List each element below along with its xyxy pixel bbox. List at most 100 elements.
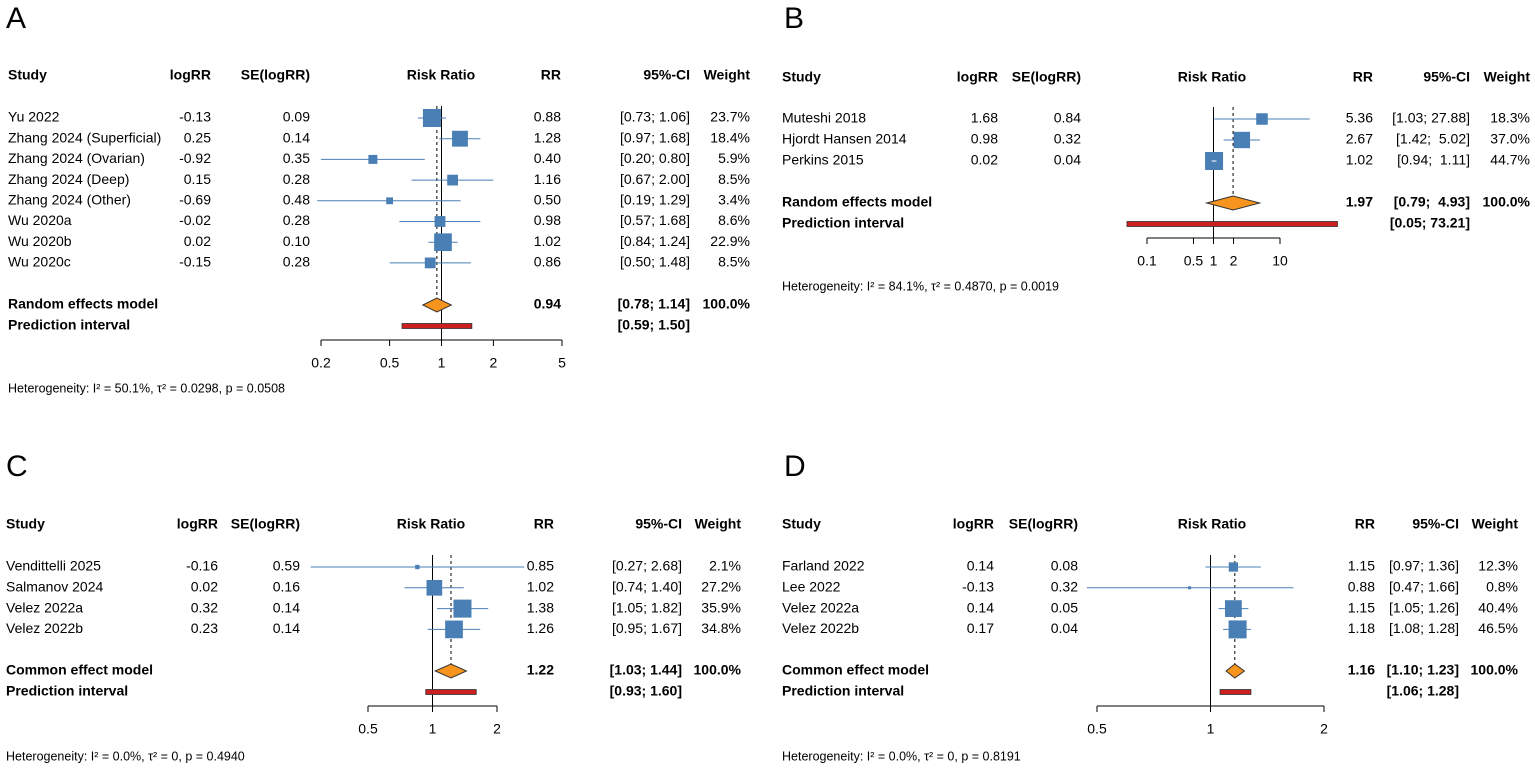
- heterogeneity: Heterogeneity: I² = 0.0%, τ² = 0, p = 0.…: [6, 749, 245, 763]
- column-header: RR: [541, 67, 561, 83]
- study-square: [422, 109, 441, 127]
- summary-ci: [0.78; 1.14]: [618, 296, 690, 312]
- column-header: Risk Ratio: [1178, 69, 1246, 85]
- panel-label: B: [784, 2, 804, 35]
- logrr: 0.15: [184, 171, 211, 187]
- rr: 0.85: [527, 558, 554, 574]
- heterogeneity: Heterogeneity: I² = 0.0%, τ² = 0, p = 0.…: [782, 749, 1021, 763]
- summary-weight: 100.0%: [703, 296, 751, 312]
- summary-name: Random effects model: [8, 296, 158, 312]
- x-tick-label: 1: [438, 355, 446, 371]
- prediction-bar: [1219, 689, 1252, 695]
- se: 0.04: [1054, 152, 1081, 168]
- column-header: Study: [6, 516, 45, 532]
- se: 0.32: [1054, 131, 1081, 147]
- column-header: 95%-CI: [635, 516, 682, 532]
- summary-rr: 1.16: [1348, 662, 1375, 678]
- rr: 0.88: [534, 109, 561, 125]
- rr: 0.88: [1348, 579, 1375, 595]
- study-name: Farland 2022: [782, 558, 865, 574]
- x-tick-label: 0.2: [311, 355, 331, 371]
- summary-rr: 1.97: [1346, 194, 1373, 210]
- study-square: [1188, 586, 1192, 590]
- study-name: Zhang 2024 (Superficial): [8, 129, 161, 145]
- column-header: Risk Ratio: [397, 516, 465, 532]
- se: 0.14: [273, 599, 300, 615]
- ci: [0.95; 1.67]: [612, 620, 682, 636]
- prediction-bar: [425, 689, 477, 695]
- ci: [1.42; 5.02]: [1396, 131, 1470, 147]
- heterogeneity: Heterogeneity: I² = 50.1%, τ² = 0.0298, …: [8, 381, 285, 395]
- study-square: [426, 579, 443, 596]
- column-header: 95%-CI: [643, 67, 690, 83]
- panel-label: D: [784, 450, 806, 483]
- summary-name: Common effect model: [6, 662, 153, 678]
- ci: [0.94; 1.11]: [1397, 152, 1470, 168]
- logrr: -0.15: [179, 254, 211, 270]
- summary-weight: 100.0%: [694, 662, 742, 678]
- weight: 46.5%: [1478, 620, 1518, 636]
- logrr: 0.14: [967, 558, 994, 574]
- rr: 1.18: [1348, 620, 1375, 636]
- study-name: Lee 2022: [782, 579, 841, 595]
- study-square: [1224, 600, 1242, 617]
- summary-ci: [1.03; 1.44]: [610, 662, 682, 678]
- study-name: Zhang 2024 (Other): [8, 192, 131, 208]
- se: 0.32: [1051, 579, 1078, 595]
- study-name: Yu 2022: [8, 109, 60, 125]
- logrr: -0.13: [179, 109, 211, 125]
- weight: 44.7%: [1490, 152, 1530, 168]
- se: 0.14: [283, 129, 310, 145]
- rr: 1.02: [534, 233, 561, 249]
- ci: [1.08; 1.28]: [1389, 620, 1459, 636]
- weight: 35.9%: [701, 599, 741, 615]
- x-tick-label: 0.5: [1087, 721, 1107, 737]
- ci: [0.47; 1.66]: [1389, 579, 1459, 595]
- ci: [0.27; 2.68]: [612, 558, 682, 574]
- summary-diamond: [1225, 663, 1246, 679]
- rr: 0.50: [534, 192, 561, 208]
- column-header: Weight: [1484, 69, 1531, 85]
- study-square: [368, 154, 378, 164]
- logrr: -0.16: [186, 558, 218, 574]
- summary-weight: 100.0%: [1471, 662, 1519, 678]
- column-header: 95%-CI: [1423, 69, 1470, 85]
- study-square: [1256, 113, 1268, 125]
- se: 0.28: [283, 212, 310, 228]
- ci: [0.20; 0.80]: [620, 150, 690, 166]
- ci: [0.73; 1.06]: [620, 109, 690, 125]
- x-tick-label: 0.1: [1137, 253, 1157, 269]
- study-name: Zhang 2024 (Deep): [8, 171, 129, 187]
- study-name: Zhang 2024 (Ovarian): [8, 150, 145, 166]
- prediction-ci: [1.06; 1.28]: [1387, 683, 1459, 699]
- logrr: -0.02: [179, 212, 211, 228]
- weight: 8.6%: [718, 212, 750, 228]
- ci: [0.74; 1.40]: [612, 579, 682, 595]
- study-square: [434, 233, 452, 252]
- logrr: -0.69: [179, 192, 211, 208]
- heterogeneity: Heterogeneity: I² = 84.1%, τ² = 0.4870, …: [782, 279, 1059, 293]
- ci: [0.67; 2.00]: [620, 171, 690, 187]
- ci: [0.97; 1.36]: [1389, 558, 1459, 574]
- column-header: SE(logRR): [1012, 69, 1081, 85]
- study-square: [424, 257, 436, 269]
- x-tick-label: 0.5: [358, 721, 378, 737]
- summary-rr: 0.94: [534, 296, 561, 312]
- rr: 0.86: [534, 254, 561, 270]
- column-header: Study: [782, 69, 821, 85]
- weight: 8.5%: [718, 171, 750, 187]
- ci: [0.97; 1.68]: [620, 129, 690, 145]
- study-square: [386, 197, 394, 205]
- column-header: Study: [782, 516, 821, 532]
- logrr: 0.32: [191, 599, 218, 615]
- prediction-bar: [1126, 221, 1338, 227]
- weight: 12.3%: [1478, 558, 1518, 574]
- weight: 8.5%: [718, 254, 750, 270]
- column-header: RR: [534, 516, 554, 532]
- se: 0.48: [283, 192, 310, 208]
- rr: 1.16: [534, 171, 561, 187]
- study-square: [434, 216, 446, 227]
- logrr: -0.13: [962, 579, 994, 595]
